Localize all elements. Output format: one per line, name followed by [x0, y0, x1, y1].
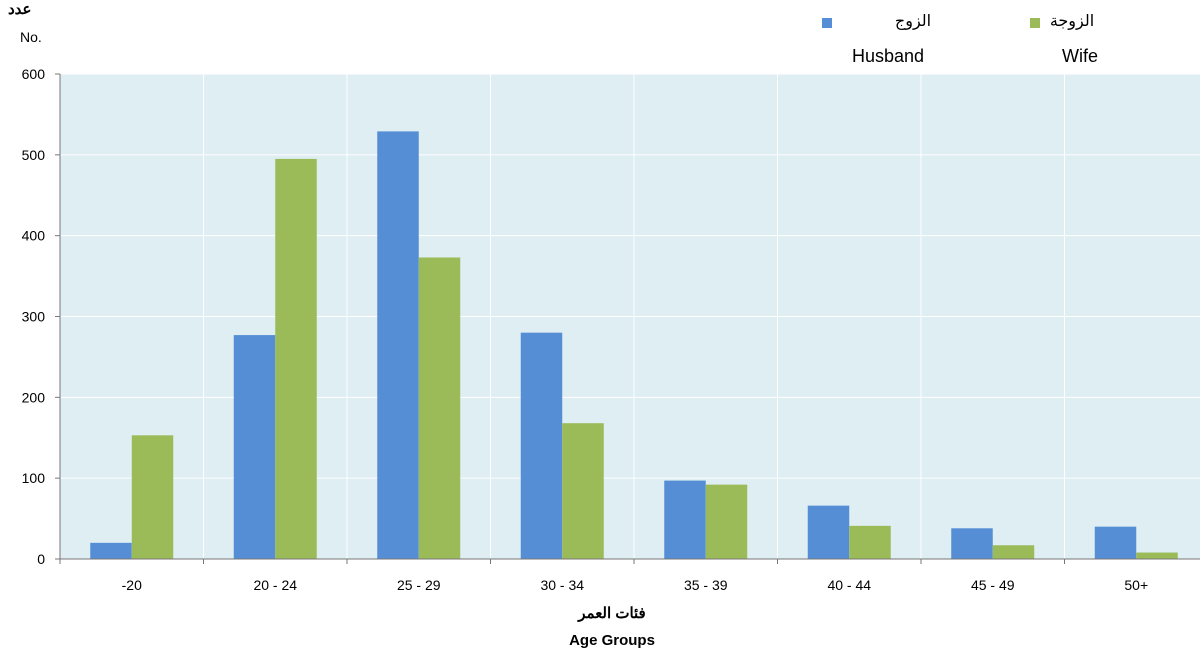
legend-label-wife: Wife	[1062, 46, 1098, 66]
legend-swatch-wife	[1030, 18, 1040, 28]
y-tick-label: 400	[22, 228, 46, 244]
bar-husband	[377, 131, 419, 559]
bar-wife	[1136, 552, 1178, 559]
x-axis-title: Age Groups	[569, 632, 655, 649]
y-unit-label: No.	[20, 29, 42, 45]
y-tick-label: 300	[22, 309, 46, 325]
x-tick-label: 40 - 44	[827, 577, 871, 593]
bar-wife	[418, 257, 461, 559]
y-unit-label-ar: عدد	[8, 1, 32, 18]
bar-wife	[275, 158, 317, 559]
x-tick-label: 20 - 24	[253, 577, 297, 593]
bar-husband	[664, 480, 706, 559]
bars	[90, 131, 1178, 559]
legend-label-wife-ar: الزوجة	[1050, 11, 1094, 31]
bar-husband	[951, 528, 993, 559]
x-tick-label: 25 - 29	[397, 577, 441, 593]
y-ticks: 0 100 200 300 400 500 600	[22, 66, 60, 567]
bar-wife	[992, 545, 1035, 559]
gridlines	[60, 73, 1200, 559]
x-tick-label: 45 - 49	[971, 577, 1015, 593]
bar-husband	[520, 332, 563, 559]
bar-husband	[1094, 526, 1137, 559]
y-tick-label: 500	[22, 147, 46, 163]
legend-label-husband-ar: الزوج	[895, 11, 931, 31]
legend-swatch-husband	[822, 18, 832, 28]
bar-wife	[849, 525, 891, 559]
x-ticks: -20 20 - 24 25 - 29 30 - 34 35 - 39 40 - 44 45…	[59, 559, 1148, 593]
y-tick-label: 0	[37, 551, 45, 567]
x-tick-label: 30 - 34	[540, 577, 584, 593]
x-tick-label: -20	[122, 577, 142, 593]
y-tick-label: 100	[22, 470, 46, 486]
bar-husband	[90, 542, 132, 559]
x-tick-label: 35 - 39	[684, 577, 728, 593]
bar-wife	[562, 423, 604, 559]
bar-wife	[131, 435, 174, 559]
y-tick-label: 600	[22, 66, 46, 82]
legend: الزوج Husband الزوجة Wife	[822, 11, 1098, 66]
y-tick-label: 200	[22, 389, 46, 405]
legend-label-husband: Husband	[852, 46, 924, 66]
bar-husband	[233, 335, 276, 559]
x-axis-title-ar: فئات العمر	[577, 605, 645, 622]
bar-wife	[705, 484, 748, 559]
bar-husband	[807, 505, 850, 559]
x-tick-label: 50+	[1124, 577, 1148, 593]
